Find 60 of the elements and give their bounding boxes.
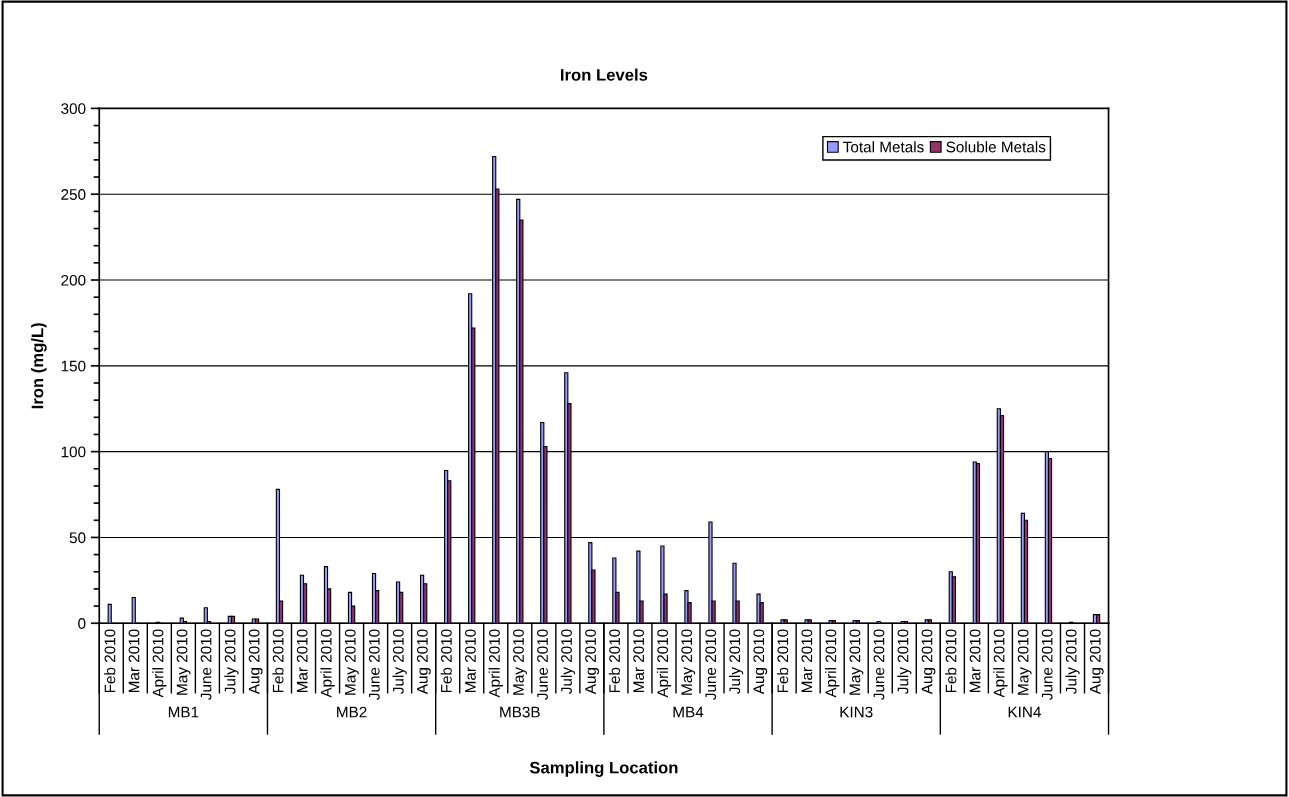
x-tick-label: Mar 2010: [633, 629, 645, 693]
x-tick-label: Mar 2010: [969, 629, 981, 693]
x-tick-label: April 2010: [993, 629, 1008, 698]
x-tick-label: May 2010: [513, 629, 527, 695]
x-tick-label: June 2010: [368, 629, 380, 700]
x-tick-label: Aug 2010: [921, 629, 936, 695]
x-tick-label: May 2010: [1017, 629, 1032, 695]
x-tick-label: April 2010: [320, 629, 335, 698]
legend-label: Soluble Metals: [946, 141, 1046, 153]
x-tick-label: July 2010: [224, 629, 239, 694]
x-tick-label: Feb 2010: [945, 629, 957, 693]
x-tick-label: June 2010: [705, 629, 717, 700]
y-tick-label: 100: [61, 446, 86, 458]
x-tick-label: July 2010: [1065, 629, 1080, 694]
x-tick-label: Aug 2010: [753, 629, 768, 695]
text: MB1: [168, 706, 199, 718]
x-tick-label: April 2010: [656, 629, 672, 698]
x-tick-label: July 2010: [560, 629, 575, 694]
x-tick-label: June 2010: [873, 629, 885, 700]
x-tick-label: Feb 2010: [104, 629, 116, 693]
x-tick-label: Aug 2010: [248, 629, 263, 695]
x-tick-label: April 2010: [488, 629, 503, 698]
y-tick-label: 200: [61, 274, 86, 286]
chart-title: Iron Levels: [561, 68, 648, 81]
x-tick-label: Aug 2010: [416, 629, 431, 695]
x-tick-label: April 2010: [152, 629, 167, 698]
text: MB4: [673, 706, 704, 718]
x-tick-label: Mar 2010: [296, 629, 308, 693]
x-tick-label: Mar 2010: [465, 629, 476, 693]
x-tick-label: Aug 2010: [585, 629, 599, 695]
x-tick-label: June 2010: [537, 629, 548, 700]
y-tick-label: 150: [61, 360, 86, 372]
x-tick-label: May 2010: [344, 629, 359, 695]
y-tick-label: 0: [78, 618, 86, 629]
x-tick-label: May 2010: [849, 629, 864, 695]
x-tick-label: Mar 2010: [128, 629, 140, 693]
x-tick-label: May 2010: [176, 629, 191, 695]
legend-label: Total Metals: [843, 141, 924, 153]
text: MB2: [337, 706, 367, 718]
x-tick-label: Aug 2010: [1089, 629, 1104, 695]
x-tick-label: May 2010: [681, 629, 696, 695]
x-tick-label: June 2010: [1041, 629, 1053, 700]
x-axis-title: Sampling Location: [529, 761, 678, 777]
y-tick-label: 300: [61, 103, 86, 115]
x-tick-label: July 2010: [392, 629, 407, 694]
x-tick-label: July 2010: [728, 629, 744, 694]
y-axis-title: Iron (mg/L): [31, 323, 47, 409]
y-tick-label: 250: [61, 189, 86, 200]
text: MB3B: [500, 706, 540, 718]
x-tick-label: June 2010: [200, 629, 212, 700]
x-tick-label: Mar 2010: [801, 629, 813, 693]
x-tick-label: Feb 2010: [272, 629, 284, 693]
x-tick-label: Feb 2010: [440, 629, 452, 693]
x-tick-label: April 2010: [825, 629, 840, 698]
x-tick-label: Feb 2010: [777, 629, 789, 693]
text: KIN4: [1008, 706, 1041, 718]
x-tick-label: Feb 2010: [608, 629, 621, 693]
x-tick-label: July 2010: [897, 629, 912, 694]
text: KIN3: [840, 706, 873, 718]
y-tick-label: 50: [69, 532, 86, 544]
